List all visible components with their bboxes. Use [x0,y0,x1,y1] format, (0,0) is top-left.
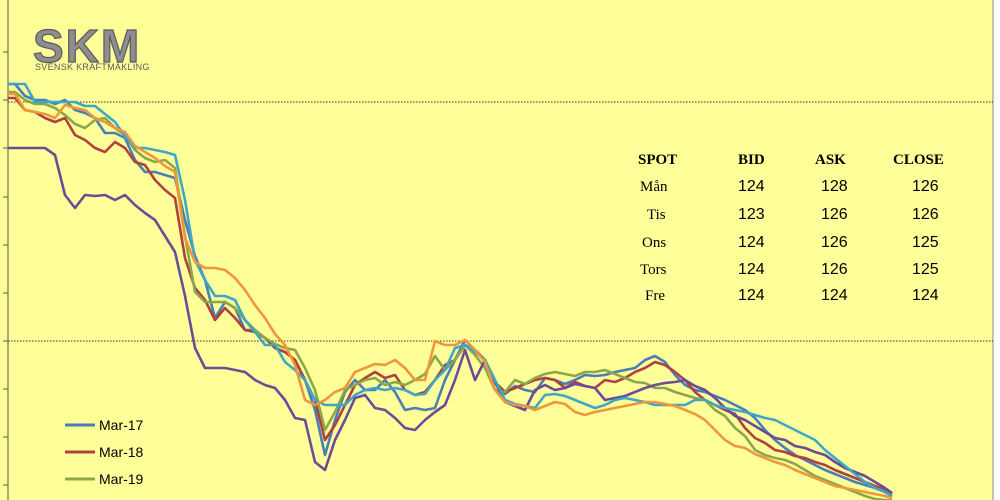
logo-name: SKM [33,20,141,72]
row-fri-bid: 124 [738,287,765,304]
row-wed-ask: 126 [821,234,848,251]
legend-label-mar-18: Mar-18 [99,444,144,460]
row-fri-day: Fre [645,288,665,304]
row-thu-ask: 126 [821,261,848,278]
header-close: CLOSE [893,152,944,168]
row-tue-bid: 123 [738,206,765,223]
series-line-6 [8,92,893,500]
row-mon-day: Mån [640,179,668,195]
row-tue-day: Tis [647,207,666,223]
row-mon-close: 126 [912,178,939,195]
legend-label-mar-17: Mar-17 [99,417,144,433]
legend: Mar-17 Mar-18 Mar-19 [65,417,144,487]
spot-price-table: SPOT BID ASK CLOSE Mån 124 128 126 Tis 1… [638,152,944,304]
header-bid: BID [738,152,765,168]
row-wed-day: Ons [642,235,666,251]
skm-logo: SKM SVENSK KRAFTMÄKLING [32,19,150,72]
row-thu-close: 125 [912,261,939,278]
row-fri-close: 124 [912,287,939,304]
series-lines [8,82,893,500]
series-line-5 [8,82,893,498]
row-thu-bid: 124 [738,261,765,278]
row-fri-ask: 124 [821,287,848,304]
row-tue-close: 126 [912,206,939,223]
header-spot: SPOT [638,152,677,168]
series-line-4 [8,146,893,495]
reference-lines [8,101,993,342]
row-wed-close: 125 [912,234,939,251]
series-line-mar-18 [8,96,893,496]
row-mon-ask: 128 [821,178,848,195]
logo-tagline: SVENSK KRAFTMÄKLING [35,62,150,72]
row-mon-bid: 124 [738,178,765,195]
header-ask: ASK [815,152,846,168]
row-tue-ask: 126 [821,206,848,223]
legend-label-mar-19: Mar-19 [99,471,144,487]
row-thu-day: Tors [640,262,667,278]
series-line-mar-19 [8,90,892,500]
row-wed-bid: 124 [738,234,765,251]
